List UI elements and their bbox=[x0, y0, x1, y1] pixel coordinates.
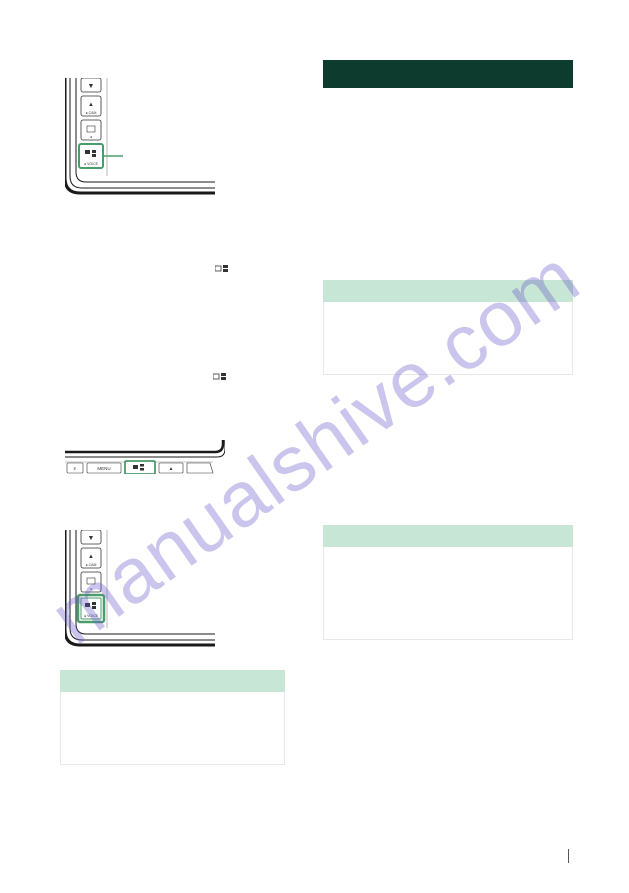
note-body bbox=[323, 547, 573, 640]
svg-text:▲: ▲ bbox=[88, 102, 94, 108]
note-header bbox=[323, 525, 573, 547]
note-body bbox=[60, 692, 285, 765]
note-box-1 bbox=[323, 280, 573, 375]
svg-text:● CAM: ● CAM bbox=[86, 111, 97, 115]
note-box-3 bbox=[60, 670, 285, 765]
svg-text:● CAM: ● CAM bbox=[86, 563, 97, 567]
svg-text:▼: ▼ bbox=[88, 535, 95, 542]
section-header-bar bbox=[323, 60, 573, 88]
page-number-marker bbox=[568, 849, 574, 863]
svg-text:▼: ▼ bbox=[88, 83, 95, 90]
note-header bbox=[323, 280, 573, 302]
device-panel-illustration-2: ▼ ▲ ● CAM ● ● VOICE bbox=[65, 530, 215, 650]
note-header bbox=[60, 670, 285, 692]
note-box-2 bbox=[323, 525, 573, 640]
inline-icon-2 bbox=[213, 373, 227, 385]
svg-text:▲: ▲ bbox=[88, 554, 94, 560]
note-body bbox=[323, 302, 573, 375]
device-panel-illustration-horizontal: E MENU ▲ bbox=[65, 440, 225, 474]
svg-text:● VOICE: ● VOICE bbox=[84, 162, 99, 166]
svg-text:●: ● bbox=[90, 587, 92, 591]
svg-text:● VOICE: ● VOICE bbox=[84, 614, 99, 618]
svg-text:E: E bbox=[74, 466, 77, 471]
svg-text:MENU: MENU bbox=[97, 466, 110, 471]
inline-icon-1 bbox=[215, 265, 229, 277]
svg-text:●: ● bbox=[90, 135, 92, 139]
device-panel-illustration-1: ▼ ▲ ● CAM ● ● VOICE bbox=[65, 78, 215, 198]
svg-text:▲: ▲ bbox=[169, 466, 174, 472]
